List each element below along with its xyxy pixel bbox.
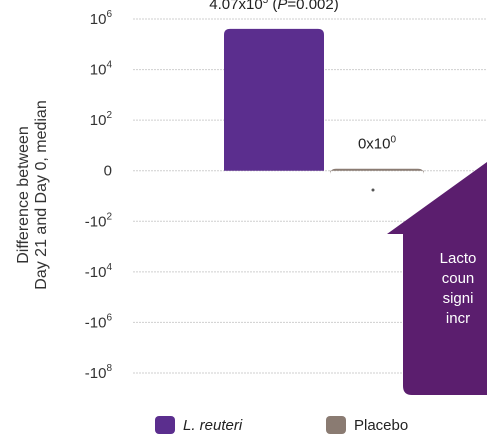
y-axis-label: Difference betweenDay 21 and Day 0, medi… — [15, 100, 50, 289]
legend: L. reuteri Placebo — [155, 416, 408, 434]
legend-label: L. reuteri — [183, 417, 243, 434]
callout-text: signi — [443, 290, 474, 307]
legend-swatch — [326, 416, 346, 434]
bars — [224, 28, 424, 192]
y-tick-label: 104 — [90, 60, 113, 79]
marker-dot — [371, 188, 375, 192]
y-tick-label: -102 — [85, 211, 113, 230]
bar-value-label: 4.07x105 (P=0.002) — [209, 0, 338, 13]
legend-label: Placebo — [354, 417, 408, 434]
y-tick-labels: 106 104 102 0 -102 -104 -106 -108 — [85, 9, 113, 382]
bar-value-label: 0x100 — [358, 135, 397, 153]
bar-value-labels: 4.07x105 (P=0.002) 0x100 — [209, 0, 396, 153]
callout-text: Lacto — [440, 250, 477, 267]
y-tick-label: 0 — [104, 163, 112, 180]
callout-text: coun — [442, 270, 475, 287]
bar-placebo — [330, 168, 424, 175]
callout-arrow: Lacto coun signi incr — [387, 162, 487, 395]
callout-shape — [387, 162, 487, 395]
y-tick-label: -106 — [85, 312, 113, 331]
legend-swatch — [155, 416, 175, 434]
callout-text: incr — [446, 310, 470, 327]
y-tick-label: 102 — [90, 110, 113, 129]
y-tick-label: -108 — [85, 363, 113, 382]
y-tick-label: 106 — [90, 9, 113, 28]
y-tick-label: -104 — [85, 262, 113, 281]
bar-l-reuteri — [224, 28, 324, 171]
